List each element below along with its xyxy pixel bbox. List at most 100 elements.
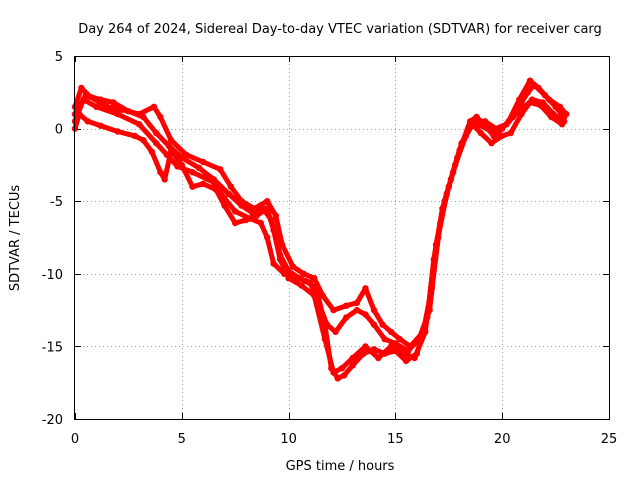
data-point <box>340 372 348 379</box>
data-point <box>546 96 553 103</box>
data-point <box>103 103 111 111</box>
data-point <box>285 275 292 282</box>
data-point <box>189 183 196 190</box>
data-point <box>93 103 100 111</box>
data-point <box>343 314 350 321</box>
data-point <box>300 270 307 277</box>
data-point <box>484 125 491 132</box>
x-axis-label: GPS time / hours <box>286 459 395 474</box>
chart-title: Day 264 of 2024, Sidereal Day-to-day VTE… <box>78 22 602 37</box>
data-point <box>387 328 395 336</box>
data-point <box>212 186 220 193</box>
data-point <box>200 180 207 187</box>
data-point <box>362 311 369 318</box>
data-point <box>411 354 418 362</box>
data-point <box>505 118 512 125</box>
data-point <box>131 132 138 140</box>
data-point <box>311 275 318 282</box>
data-point <box>362 343 369 350</box>
data-point <box>242 216 250 224</box>
x-tick-labels: 0 5 10 15 20 25 <box>71 432 617 447</box>
data-point <box>114 128 121 135</box>
data-point <box>78 84 85 92</box>
data-point <box>153 139 160 147</box>
data-point <box>343 302 350 309</box>
data-point <box>563 110 570 118</box>
data-point <box>157 169 164 176</box>
data-point <box>270 227 277 234</box>
data-point <box>195 164 203 171</box>
x-tick-label: 0 <box>71 432 79 447</box>
data-point <box>370 306 378 314</box>
data-point <box>458 139 465 147</box>
data-point <box>150 103 158 111</box>
data-point <box>279 241 286 248</box>
data-point <box>232 219 239 227</box>
data-point <box>289 263 297 270</box>
series-layer <box>71 77 570 382</box>
data-point <box>257 219 264 227</box>
x-tick-label: 20 <box>494 432 511 447</box>
data-point <box>539 99 546 106</box>
data-point <box>323 321 331 328</box>
data-point <box>349 354 356 362</box>
data-point <box>225 190 232 198</box>
data-point <box>516 96 523 103</box>
data-point <box>499 132 506 140</box>
data-point <box>422 328 429 336</box>
x-tick-label: 10 <box>280 432 297 447</box>
x-tick-label: 15 <box>387 432 404 447</box>
data-point <box>396 335 403 343</box>
grid-layer <box>75 56 609 419</box>
data-point <box>178 161 185 169</box>
data-point <box>221 202 228 209</box>
data-point <box>157 113 164 121</box>
data-point <box>298 282 305 289</box>
y-axis-label: SDTVAR / TECUs <box>8 185 23 292</box>
data-point <box>189 169 196 176</box>
data-point <box>441 198 448 205</box>
data-point <box>114 110 121 118</box>
data-point <box>477 129 484 137</box>
data-point <box>432 241 440 248</box>
data-point <box>270 260 277 267</box>
data-point <box>296 275 303 282</box>
data-point <box>76 110 83 118</box>
y-tick-label: -5 <box>50 195 63 210</box>
y-tick-labels: 5 0 -5 -10 -15 -20 <box>42 50 63 428</box>
data-point <box>200 158 207 166</box>
data-point <box>526 77 534 84</box>
data-point <box>182 151 190 158</box>
data-point <box>264 198 271 205</box>
data-point <box>210 176 217 183</box>
data-point <box>353 299 361 306</box>
data-point <box>97 122 104 129</box>
data-point <box>167 147 175 154</box>
data-point <box>135 110 143 118</box>
data-point <box>264 205 271 212</box>
data-point <box>153 129 160 137</box>
data-point <box>528 96 536 103</box>
data-point <box>375 354 382 362</box>
data-point <box>238 198 245 205</box>
data-point <box>407 343 414 350</box>
data-point <box>140 137 147 144</box>
data-point <box>276 256 284 263</box>
y-tick-label: -10 <box>42 268 63 283</box>
data-point <box>319 292 326 299</box>
data-point <box>469 121 476 128</box>
data-point <box>86 93 94 100</box>
data-point <box>272 212 279 219</box>
data-point <box>161 176 168 183</box>
data-point <box>232 208 239 215</box>
data-point <box>217 166 224 173</box>
data-point <box>556 103 564 111</box>
data-point <box>400 350 408 357</box>
data-point <box>321 335 329 343</box>
data-point <box>488 139 495 147</box>
data-point <box>330 369 337 376</box>
x-tick-label: 25 <box>601 432 618 447</box>
data-point <box>535 84 542 92</box>
data-point <box>334 375 341 382</box>
